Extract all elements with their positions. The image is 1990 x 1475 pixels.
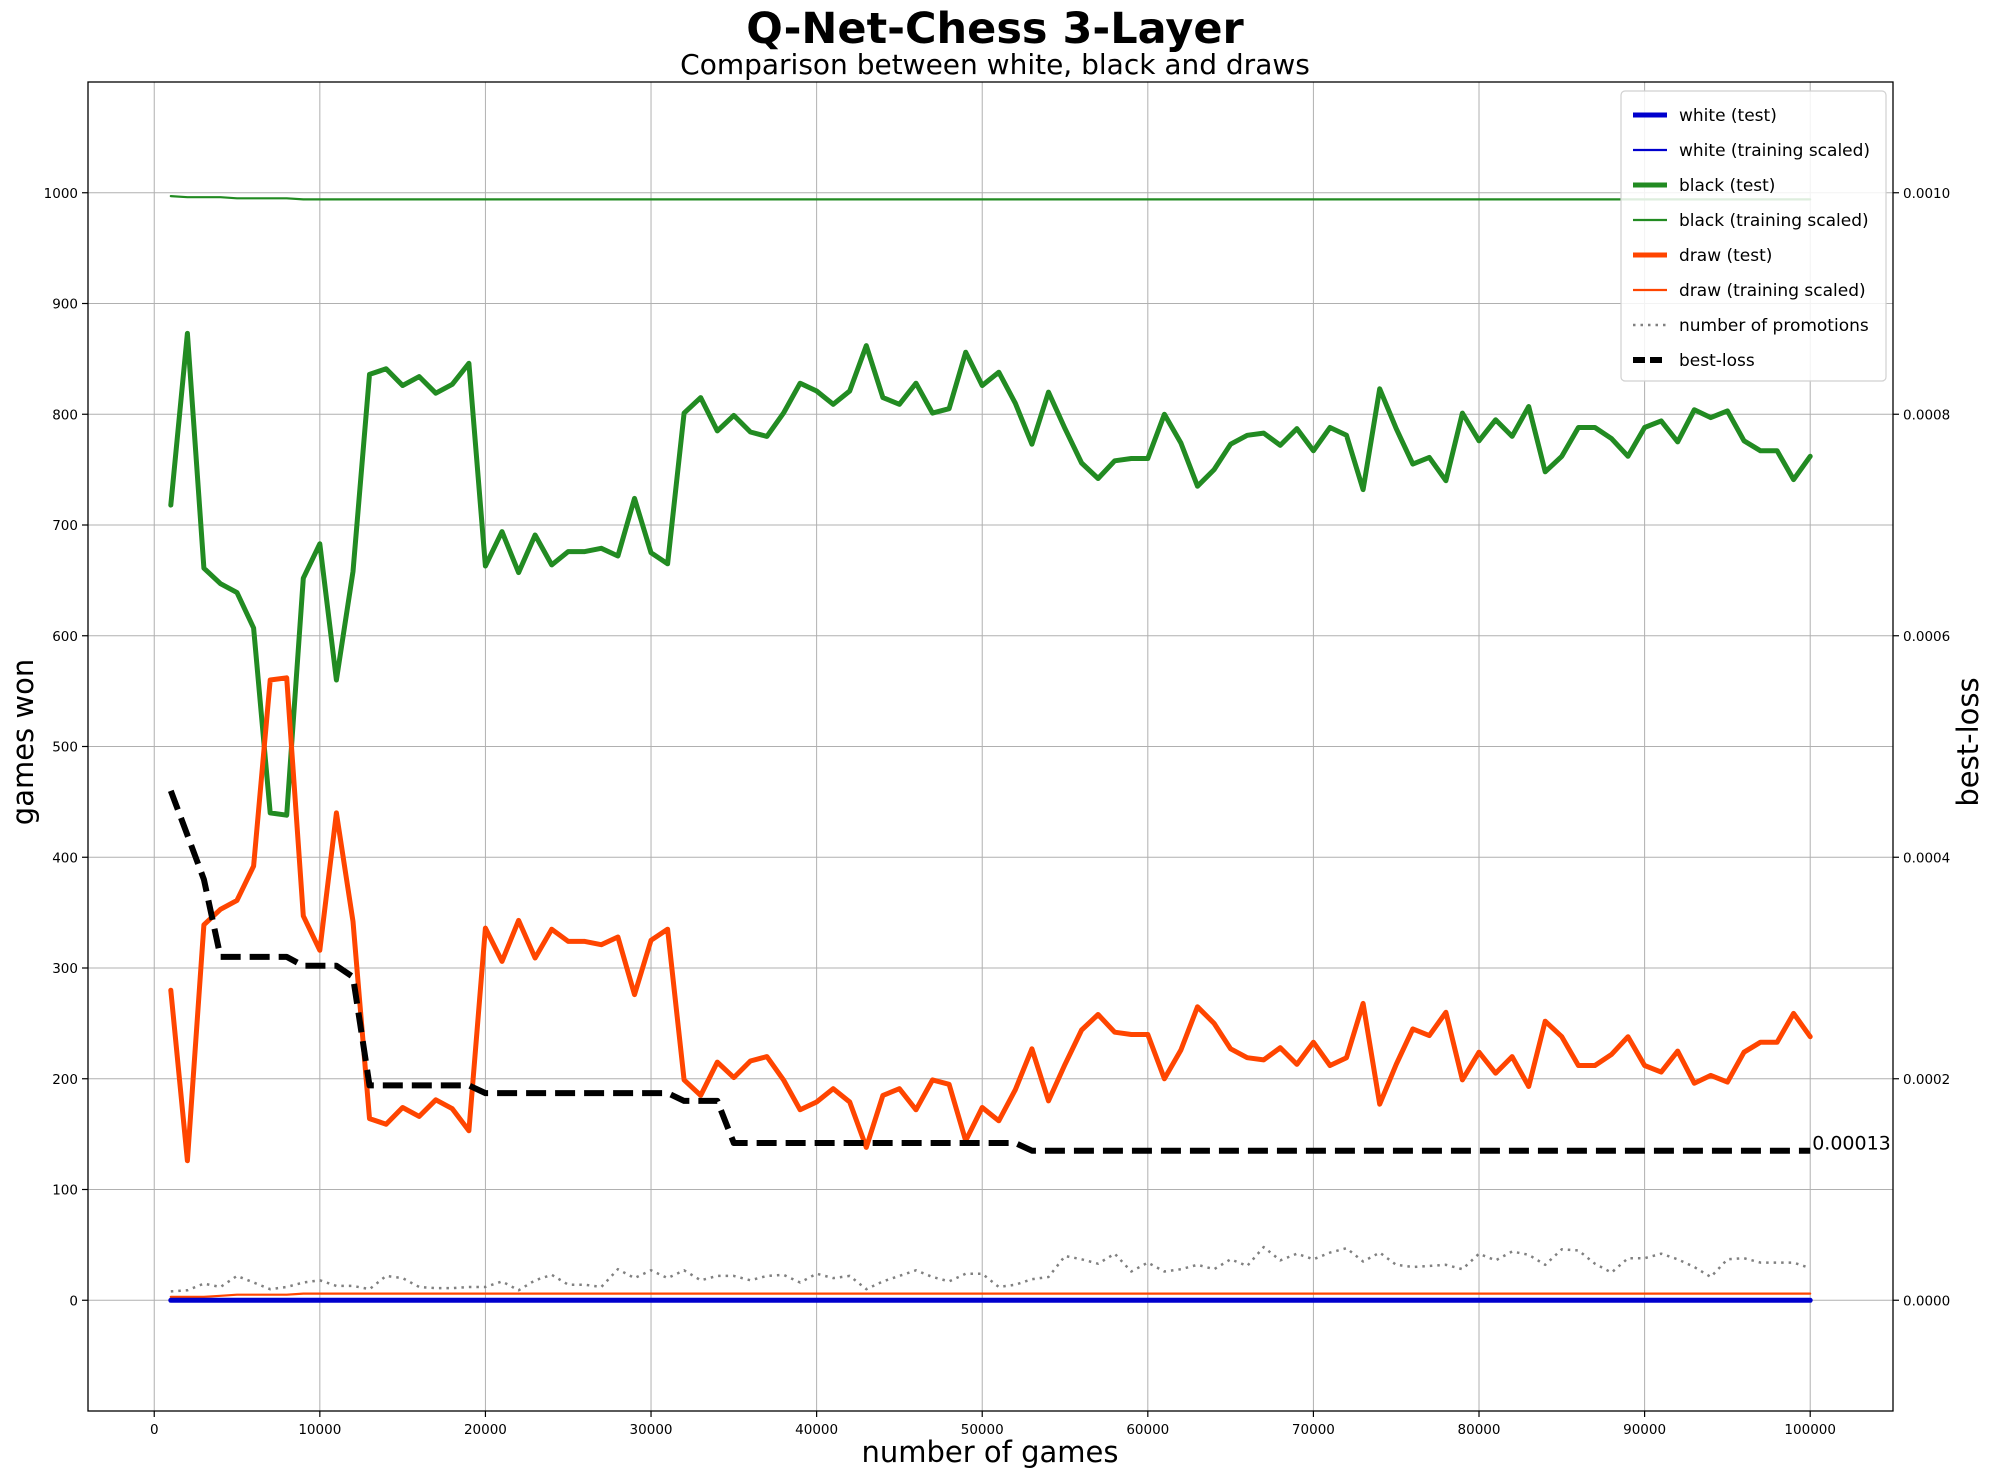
y-tick-label: 900 xyxy=(52,297,78,313)
legend-label-draw-training-scaled: draw (training scaled) xyxy=(1679,281,1866,301)
series-layer xyxy=(167,195,1813,1303)
y-tick-label: 700 xyxy=(52,518,78,534)
y-axis-label: games won xyxy=(6,659,40,825)
legend-label-number-of-promotions: number of promotions xyxy=(1679,316,1869,336)
x-tick-label: 20000 xyxy=(464,1422,507,1438)
best-loss-annotation: 0.00013 xyxy=(1812,1133,1891,1155)
series-line-draw-test xyxy=(168,675,1813,1164)
y-tick-label: 100 xyxy=(52,1183,78,1199)
x-axis: 0 10000 20000 30000 40000 50000 60000 70000 8000… xyxy=(150,1411,1836,1438)
y-tick-label: 600 xyxy=(52,629,78,645)
x-tick-label: 30000 xyxy=(630,1422,673,1438)
legend: white (test) white (training scaled) black… xyxy=(1620,90,1887,382)
y-tick-label: 1000 xyxy=(44,186,78,202)
legend-label-draw-test: draw (test) xyxy=(1679,246,1772,266)
x-tick-label: 40000 xyxy=(795,1422,838,1438)
legend-label-white-training-scaled: white (training scaled) xyxy=(1679,141,1870,161)
legend-label-black-training-scaled: black (training scaled) xyxy=(1679,211,1869,231)
legend-box xyxy=(1620,90,1887,382)
y-axis-right: 0.0000 0.0002 0.0004 0.0006 0.0008 0.0010 xyxy=(1893,186,1950,1309)
y-tick-label: 800 xyxy=(52,407,78,423)
x-tick-label: 100000 xyxy=(1784,1422,1836,1438)
series-line-black-test xyxy=(168,330,1813,818)
y-tick-label: 400 xyxy=(52,850,78,866)
chart-title: Q-Net-Chess 3-Layer xyxy=(746,4,1244,54)
series-line-black-training-scaled xyxy=(169,195,1812,201)
x-axis-label: number of games xyxy=(862,1435,1119,1469)
chart-subtitle: Comparison between white, black and draw… xyxy=(680,48,1310,81)
legend-label-white-test: white (test) xyxy=(1679,106,1777,126)
y2-tick-label: 0.0008 xyxy=(1903,407,1950,423)
x-tick-label: 90000 xyxy=(1623,1422,1666,1438)
x-tick-label: 10000 xyxy=(298,1422,341,1438)
x-tick-label: 70000 xyxy=(1292,1422,1335,1438)
y2-axis-label: best-loss xyxy=(1951,677,1985,806)
y-tick-label: 500 xyxy=(52,740,78,756)
x-tick-label: 0 xyxy=(150,1422,159,1438)
series-line-draw-training-scaled xyxy=(169,1292,1812,1299)
x-tick-label: 50000 xyxy=(961,1422,1004,1438)
series-line-number-of-promotions xyxy=(170,1245,1811,1293)
y-tick-label: 0 xyxy=(69,1293,78,1309)
series-line-best-loss xyxy=(167,789,1811,1154)
x-tick-label: 60000 xyxy=(1126,1422,1169,1438)
y2-tick-label: 0.0002 xyxy=(1903,1072,1950,1088)
y-tick-label: 300 xyxy=(52,961,78,977)
y2-tick-label: 0.0010 xyxy=(1903,186,1950,202)
y-tick-label: 200 xyxy=(52,1072,78,1088)
legend-label-best-loss: best-loss xyxy=(1679,351,1755,371)
y-axis-left: 0 100 200 300 400 500 600 700 800 900 1000 xyxy=(44,186,88,1309)
y2-tick-label: 0.0006 xyxy=(1903,629,1950,645)
y2-tick-label: 0.0000 xyxy=(1903,1293,1950,1309)
legend-label-black-test: black (test) xyxy=(1679,176,1775,196)
y2-tick-label: 0.0004 xyxy=(1903,850,1950,866)
x-tick-label: 80000 xyxy=(1458,1422,1501,1438)
